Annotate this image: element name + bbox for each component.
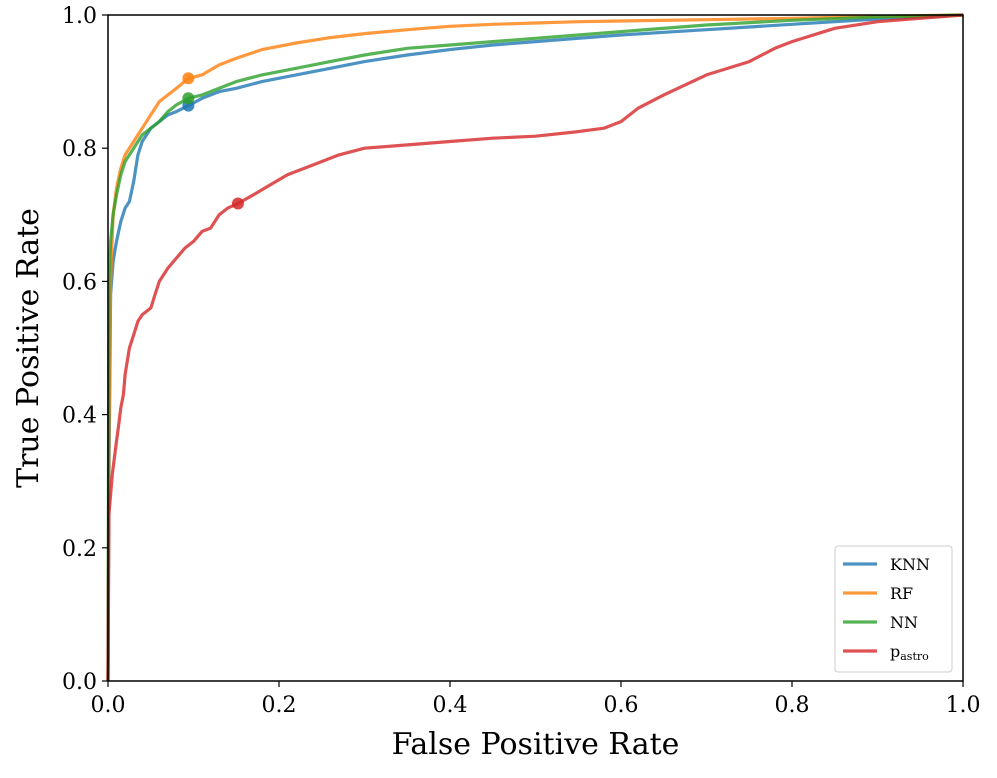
legend-label-main: p (890, 642, 900, 661)
legend-box (834, 545, 953, 673)
y-tick-label: 1.0 (62, 4, 97, 29)
series-lines (106, 13, 964, 682)
legend-label: pastro (890, 642, 929, 663)
x-tick-label: 0.2 (262, 693, 297, 718)
series-line-rf (106, 13, 964, 682)
y-tick-label: 0.4 (62, 404, 97, 429)
legend-label-sub: astro (900, 650, 929, 663)
legend-label: NN (890, 613, 918, 632)
x-axis-ticks: 0.0 0.2 0.4 0.6 0.8 1.0 (91, 681, 981, 718)
x-tick-label: 0.6 (604, 693, 639, 718)
operating-point-rf (182, 72, 195, 85)
y-axis-ticks: 0.0 0.2 0.4 0.6 0.8 1.0 (62, 4, 108, 695)
operating-point-nn (182, 92, 195, 105)
x-tick-label: 0.0 (91, 693, 126, 718)
y-tick-label: 0.2 (62, 537, 97, 562)
plot-frame (107, 14, 964, 682)
series-line-p-astro (106, 13, 964, 682)
legend-label: KNN (890, 555, 930, 574)
x-tick-label: 0.4 (433, 693, 468, 718)
operating-point-p-astro (231, 197, 244, 210)
x-tick-label: 0.8 (775, 693, 810, 718)
y-tick-label: 0.6 (62, 270, 97, 295)
y-tick-label: 0.0 (62, 670, 97, 695)
series-line-knn (106, 13, 964, 682)
x-axis-label: False Positive Rate (392, 727, 680, 762)
operating-points (182, 72, 244, 210)
legend: KNN RF NN pastro (834, 545, 953, 673)
legend-label-main: RF (890, 584, 913, 603)
x-tick-label: 1.0 (946, 693, 981, 718)
legend-label: RF (890, 584, 913, 603)
series-line-nn (106, 13, 964, 682)
legend-label-main: KNN (890, 555, 930, 574)
legend-label-main: NN (890, 613, 918, 632)
y-axis-label: True Positive Rate (11, 208, 46, 488)
y-tick-label: 0.8 (62, 137, 97, 162)
